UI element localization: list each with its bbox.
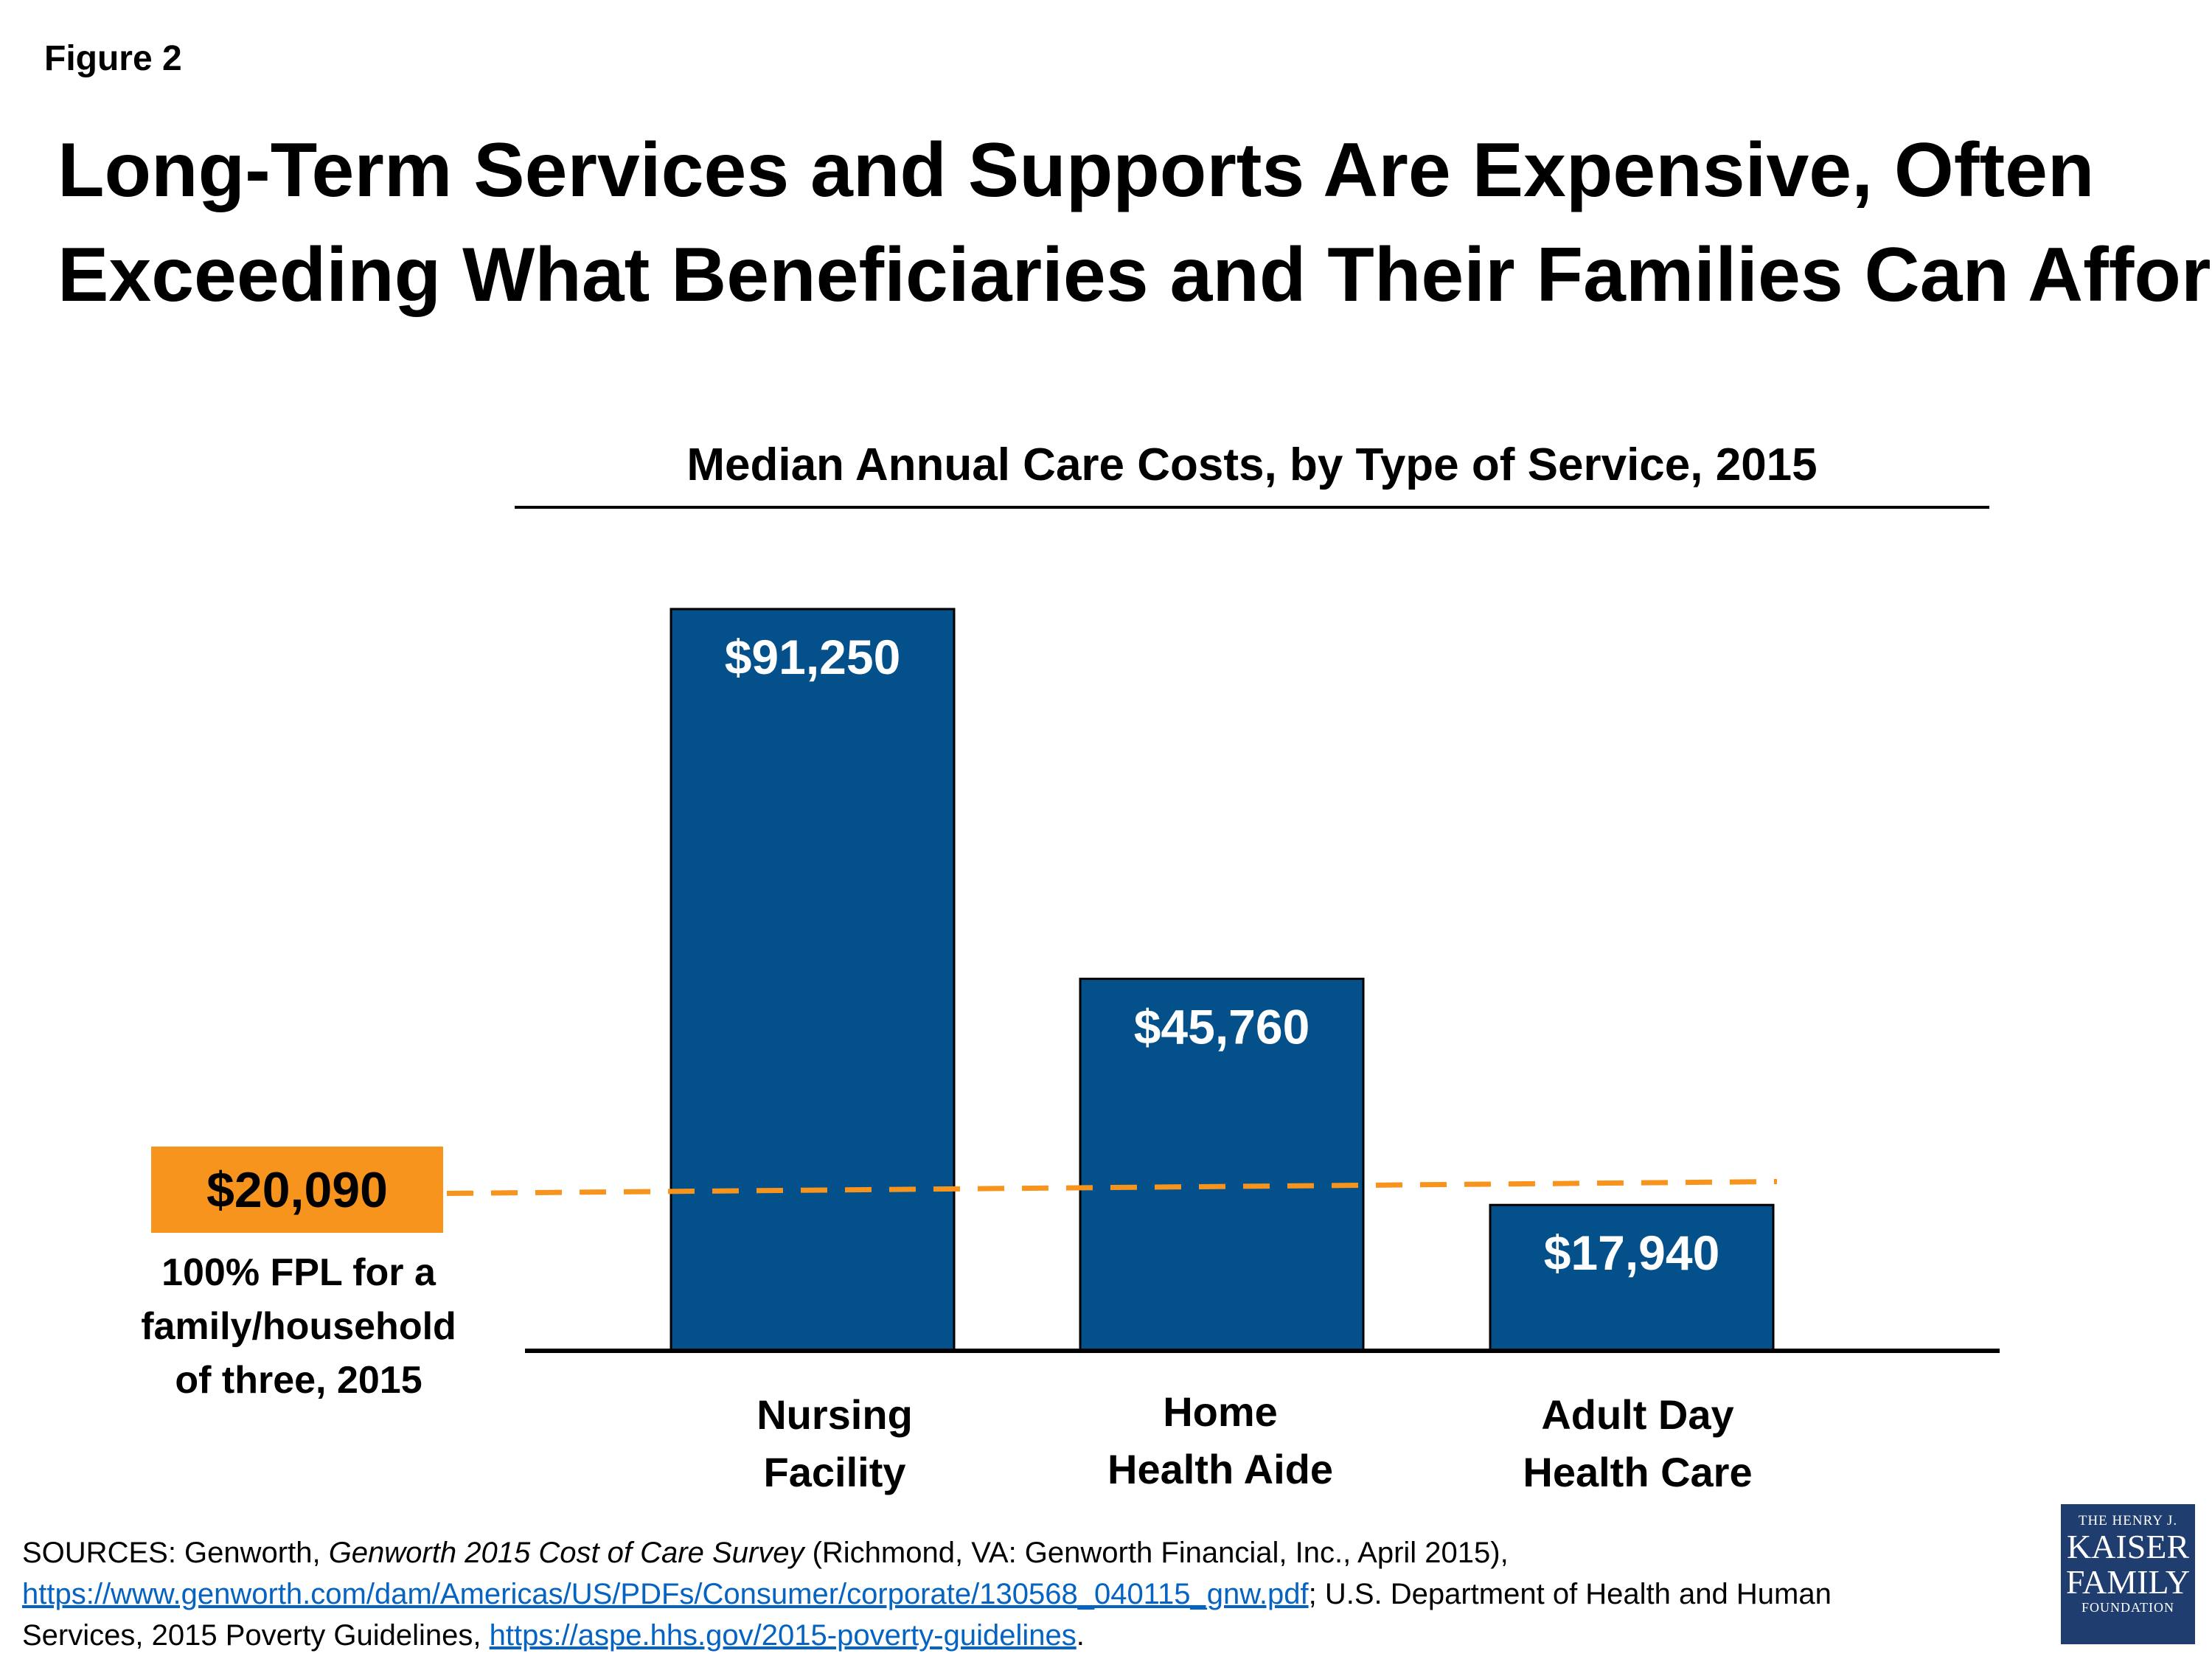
category-label-line: Home — [1163, 1388, 1278, 1435]
category-label-line: Facility — [763, 1449, 906, 1495]
genworth-source-link[interactable]: https://www.genworth.com/dam/Americas/US… — [22, 1578, 1309, 1610]
category-label-adult-day-health-care: Adult Day Health Care — [1483, 1386, 1792, 1501]
category-label-line: Health Aide — [1107, 1446, 1333, 1492]
sources-note: SOURCES: Genworth, Genworth 2015 Cost of… — [22, 1532, 2013, 1656]
fpl-value-badge: $20,090 — [151, 1147, 443, 1233]
figure-label: Figure 2 — [44, 39, 182, 78]
logo-line: FAMILY — [2065, 1563, 2191, 1601]
poverty-guidelines-link[interactable]: https://aspe.hhs.gov/2015-poverty-guidel… — [489, 1619, 1077, 1652]
category-label-line: Health Care — [1523, 1449, 1753, 1495]
value-label-adult-day-health-care: $17,940 — [1544, 1225, 1720, 1280]
category-label-line: Nursing — [757, 1391, 913, 1438]
value-label-nursing-facility: $91,250 — [725, 630, 901, 684]
title-line-2: Exceeding What Beneficiaries and Their F… — [58, 232, 2212, 318]
logo-line: FOUNDATION — [2081, 1600, 2174, 1615]
chart-title: Median Annual Care Costs, by Type of Ser… — [686, 439, 1818, 490]
bar-home-health-aide — [1079, 978, 1365, 1352]
category-label-nursing-facility: Nursing Facility — [680, 1386, 990, 1501]
bar-nursing-facility — [669, 608, 956, 1352]
category-label-home-health-aide: Home Health Aide — [1065, 1383, 1375, 1498]
reference-line-fpl — [446, 1179, 1778, 1197]
chart-title-rule — [515, 506, 1989, 509]
sources-survey-title: Genworth 2015 Cost of Care Survey — [328, 1537, 804, 1569]
title-line-1: Long-Term Services and Supports Are Expe… — [58, 128, 2095, 213]
bar-adult-day-health-care — [1489, 1203, 1775, 1352]
sources-text: Services, 2015 Poverty Guidelines, — [22, 1619, 490, 1652]
logo-line: THE HENRY J. — [2078, 1513, 2178, 1528]
fpl-caption: 100% FPL for a family/household of three… — [111, 1246, 487, 1408]
value-label-home-health-aide: $45,760 — [1134, 1000, 1310, 1054]
fpl-caption-line: of three, 2015 — [175, 1359, 422, 1402]
page-title: Long-Term Services and Supports Are Expe… — [58, 118, 2212, 327]
category-label-line: Adult Day — [1541, 1391, 1734, 1438]
sources-text: (Richmond, VA: Genworth Financial, Inc.,… — [804, 1537, 1509, 1569]
kff-logo: THE HENRY J. KAISER FAMILY FOUNDATION — [2061, 1504, 2195, 1644]
fpl-caption-line: 100% FPL for a — [161, 1251, 436, 1294]
sources-prefix: SOURCES: Genworth, — [22, 1537, 329, 1569]
sources-text: ; U.S. Department of Health and Human — [1308, 1578, 1832, 1610]
logo-line: KAISER — [2066, 1528, 2190, 1565]
fpl-caption-line: family/household — [141, 1305, 456, 1348]
sources-end: . — [1076, 1619, 1085, 1652]
